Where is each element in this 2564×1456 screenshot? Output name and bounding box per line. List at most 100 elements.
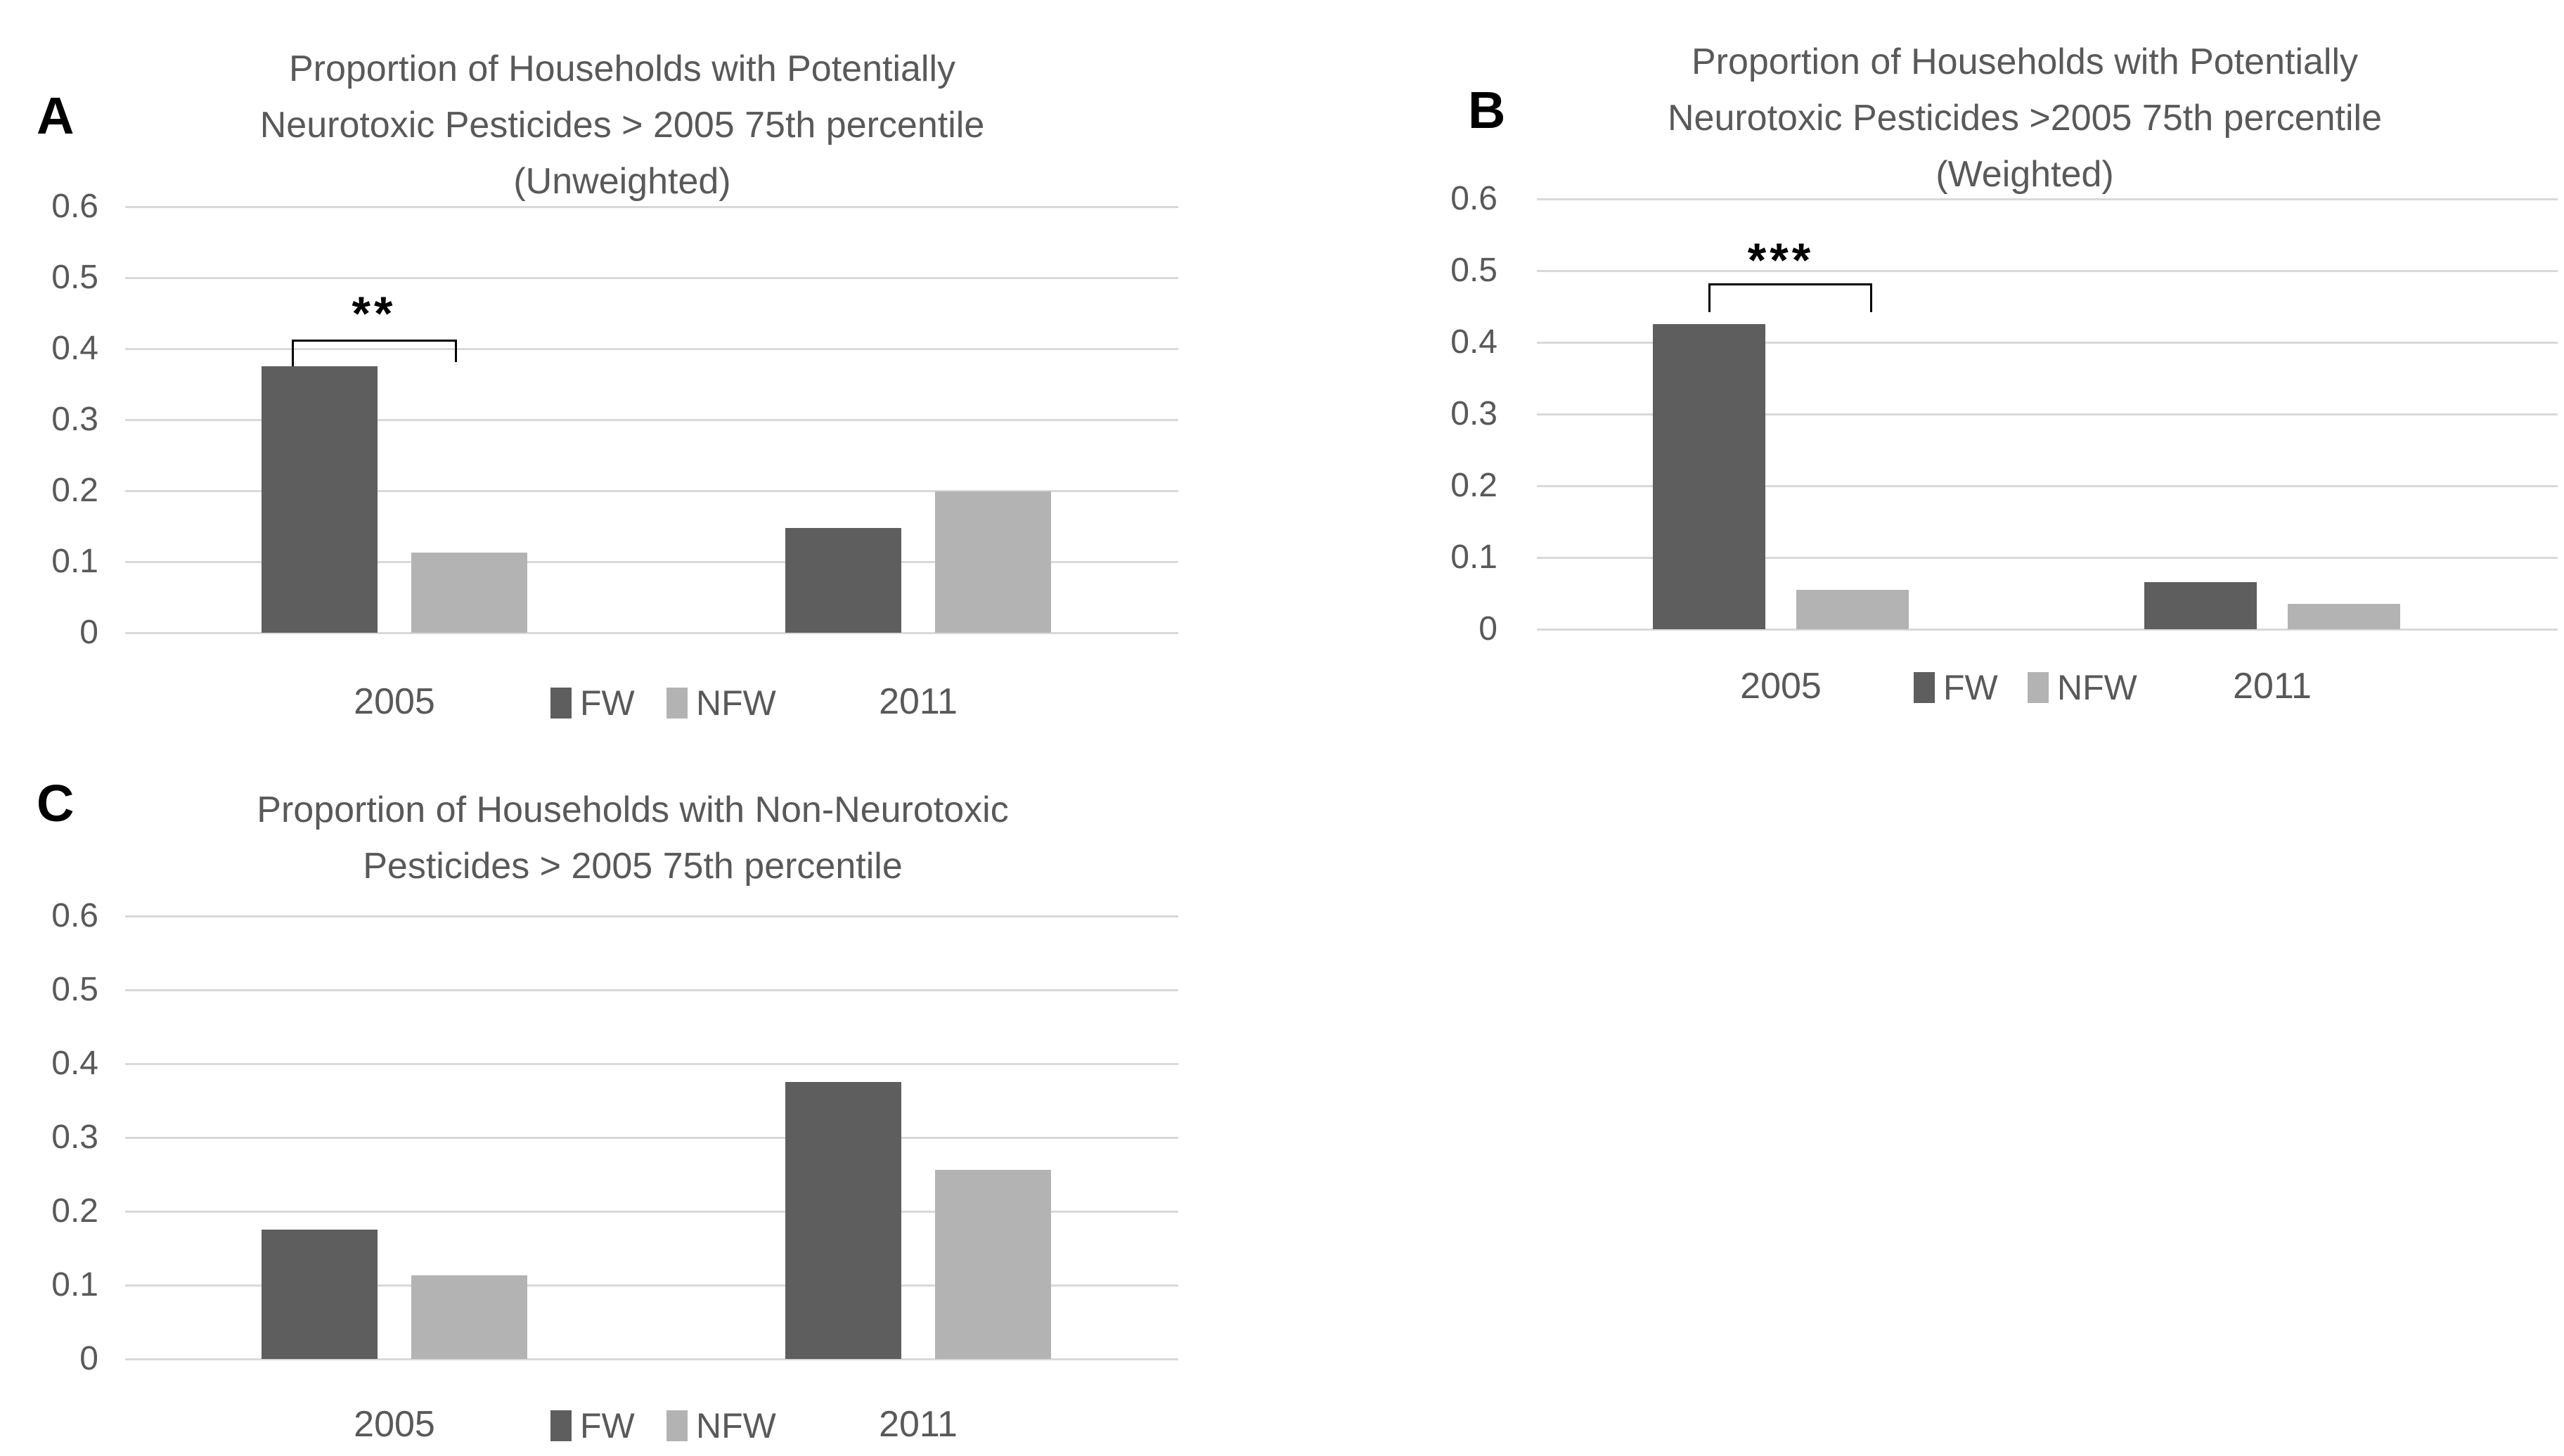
bar-fw-2005 [1653, 324, 1765, 629]
x-label-2005: 2005 [354, 1404, 435, 1445]
y-tick-label-0.3: 0.3 [51, 401, 98, 438]
legend-swatch-fw [550, 1410, 572, 1441]
gridline-0.1 [1537, 557, 2558, 559]
gridline-0.2 [125, 490, 1178, 492]
chart-title-b: Proportion of Households with Potentiall… [1497, 34, 2552, 202]
y-tick-label-0.3: 0.3 [1450, 395, 1497, 432]
legend-item-fw: FW [550, 682, 635, 724]
chart-title-b-line3: (Weighted) [1935, 154, 2114, 195]
bar-fw-2011 [785, 1082, 901, 1359]
y-tick-label-0: 0 [79, 614, 98, 651]
gridline-0.2 [1537, 485, 2558, 487]
legend-label-fw: FW [580, 683, 635, 723]
chart-title-a: Proportion of Households with Potentiall… [95, 41, 1149, 210]
legend-swatch-nfw [2028, 672, 2049, 703]
y-tick-label-0.5: 0.5 [51, 971, 98, 1008]
legend-item-fw: FW [1914, 666, 1998, 709]
legend-swatch-fw [550, 688, 572, 719]
x-label-2011: 2011 [879, 1404, 958, 1445]
legend-item-fw: FW [550, 1405, 635, 1447]
bar-nfw-2005 [1796, 590, 1909, 629]
gridline-0 [1537, 629, 2558, 631]
bar-fw-2011 [2144, 582, 2257, 629]
gridline-0.6 [125, 915, 1178, 917]
gridline-0 [125, 1358, 1178, 1360]
y-tick-label-0.6: 0.6 [51, 188, 98, 225]
chart-title-b-line1: Proportion of Households with Potentiall… [1691, 41, 2359, 82]
legend-label-nfw: NFW [696, 1406, 776, 1445]
significance-stars: *** [1747, 233, 1815, 287]
y-tick-label-0.1: 0.1 [51, 543, 98, 580]
gridline-0.2 [125, 1211, 1178, 1213]
bar-nfw-2005 [411, 1275, 527, 1359]
y-tick-label-0.5: 0.5 [1450, 252, 1497, 289]
significance-bracket-left-tick [1708, 283, 1711, 312]
bar-fw-2005 [262, 366, 378, 633]
y-tick-label-0.1: 0.1 [51, 1266, 98, 1303]
y-tick-label-0.5: 0.5 [51, 259, 98, 296]
y-tick-label-0.4: 0.4 [1450, 323, 1497, 361]
chart-title-a-line3: (Unweighted) [513, 161, 731, 202]
y-tick-label-0: 0 [1479, 610, 1497, 648]
bar-nfw-2011 [935, 491, 1051, 633]
y-tick-label-0.2: 0.2 [51, 1192, 98, 1230]
legend-item-nfw: NFW [666, 1405, 776, 1447]
y-tick-label-0: 0 [79, 1340, 98, 1377]
legend-swatch-fw [1914, 672, 1935, 703]
y-tick-label-0.2: 0.2 [1450, 467, 1497, 504]
significance-bracket-left-tick [292, 340, 294, 366]
panel-letter-c: C [37, 774, 75, 832]
legend-item-nfw: NFW [666, 682, 776, 724]
gridline-0.1 [125, 561, 1178, 563]
y-tick-label-0.4: 0.4 [51, 1045, 98, 1082]
panel-letter-b: B [1468, 81, 1506, 139]
gridline-0.6 [1537, 198, 2558, 200]
legend-label-nfw: NFW [2057, 668, 2137, 707]
chart-title-b-line2: Neurotoxic Pesticides >2005 75th percent… [1667, 98, 2383, 138]
bar-nfw-2011 [935, 1170, 1051, 1359]
gridline-0 [125, 632, 1178, 634]
gridline-0.4 [125, 1063, 1178, 1065]
gridline-0.3 [1537, 413, 2558, 415]
significance-bracket-top [1708, 283, 1872, 285]
gridline-0.5 [125, 989, 1178, 991]
legend-swatch-nfw [666, 688, 688, 719]
legend-item-nfw: NFW [2028, 666, 2137, 709]
significance-stars: ** [352, 287, 397, 340]
panel-letter-a: A [37, 86, 75, 145]
y-tick-label-0.6: 0.6 [51, 897, 98, 934]
gridline-0.4 [125, 348, 1178, 350]
y-tick-label-0.2: 0.2 [51, 472, 98, 509]
gridline-0.1 [125, 1284, 1178, 1287]
chart-title-c: Proportion of Households with Non-Neurot… [105, 782, 1160, 894]
gridline-0.3 [125, 419, 1178, 421]
y-tick-label-0.1: 0.1 [1450, 539, 1497, 576]
y-tick-label-0.6: 0.6 [1450, 180, 1497, 217]
gridline-0.6 [125, 206, 1178, 208]
chart-title-c-line1: Proportion of Households with Non-Neurot… [257, 790, 1009, 830]
bar-nfw-2011 [2288, 604, 2400, 629]
chart-title-c-line2: Pesticides > 2005 75th percentile [363, 846, 903, 887]
x-label-2005: 2005 [1740, 666, 1822, 707]
bar-nfw-2005 [411, 553, 527, 633]
x-label-2005: 2005 [354, 681, 435, 722]
legend-swatch-nfw [666, 1410, 688, 1441]
gridline-0.4 [1537, 342, 2558, 344]
significance-bracket-top [292, 340, 457, 342]
gridline-0.3 [125, 1137, 1178, 1139]
gridline-0.5 [125, 277, 1178, 279]
chart-title-a-line1: Proportion of Households with Potentiall… [288, 49, 956, 89]
gridline-0.5 [1537, 270, 2558, 272]
chart-title-a-line2: Neurotoxic Pesticides > 2005 75th percen… [259, 105, 985, 146]
bar-fw-2005 [262, 1230, 378, 1359]
legend-label-fw: FW [580, 1406, 635, 1445]
x-label-2011: 2011 [2233, 666, 2312, 707]
x-label-2011: 2011 [879, 681, 958, 722]
legend-label-nfw: NFW [696, 683, 776, 723]
significance-bracket-right-tick [455, 340, 457, 362]
y-tick-label-0.4: 0.4 [51, 330, 98, 367]
legend-label-fw: FW [1943, 668, 1998, 707]
bar-fw-2011 [785, 528, 901, 633]
y-tick-label-0.3: 0.3 [51, 1119, 98, 1156]
